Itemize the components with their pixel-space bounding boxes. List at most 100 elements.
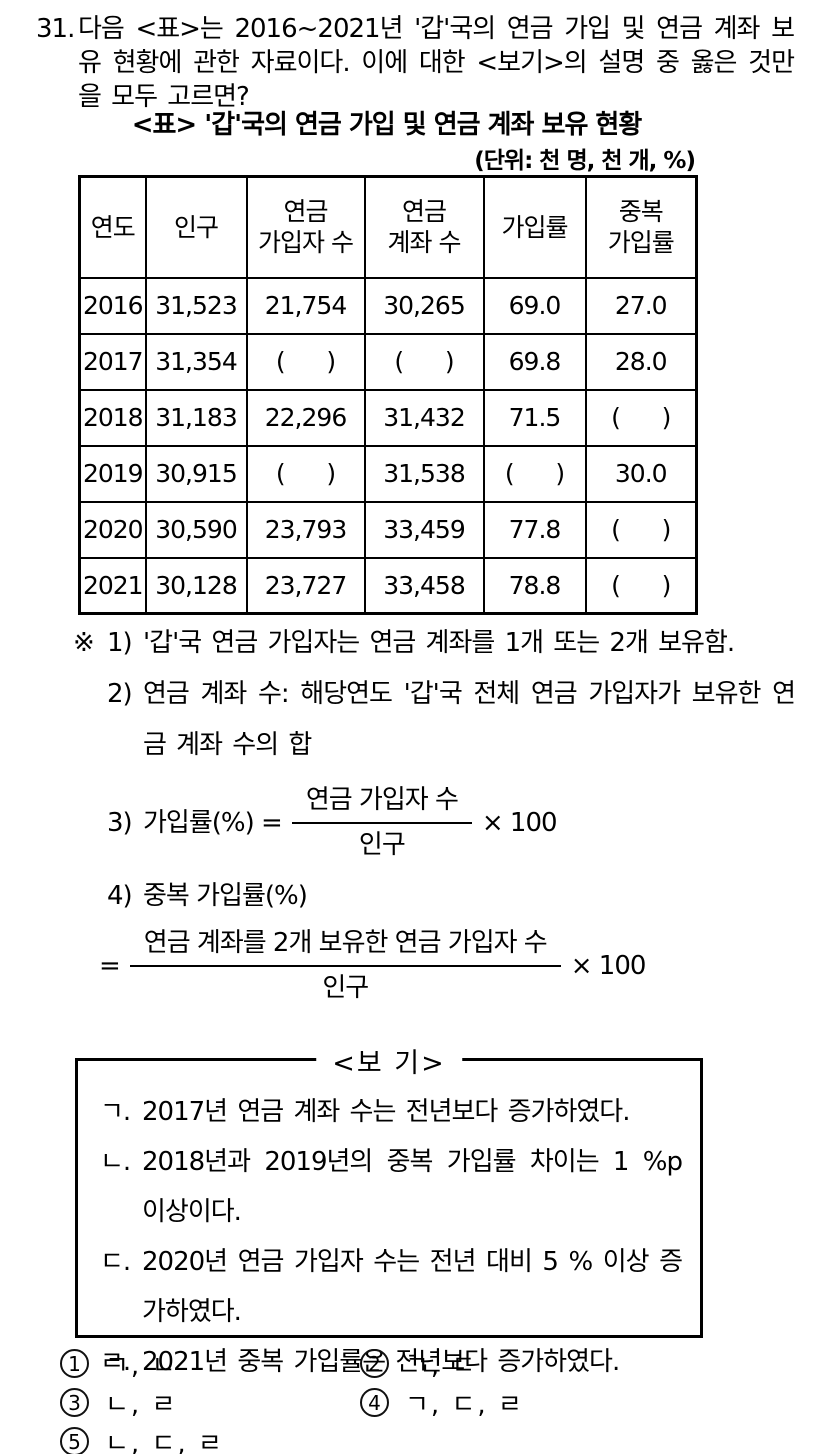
- table-cell: ( ): [584, 388, 698, 447]
- table-cell: 2020: [78, 500, 147, 559]
- footnote-4-label: 4): [107, 881, 133, 911]
- choice-4-circle: 4: [360, 1388, 389, 1417]
- table-cell: 30,915: [144, 444, 248, 503]
- footnote-4: 4) 중복 가입률(%): [73, 871, 795, 922]
- table-cell: 31,538: [363, 444, 485, 503]
- bogi-item-label: ㄷ.: [100, 1247, 131, 1277]
- choice-4-text: ㄱ, ㄷ, ㄹ: [405, 1390, 524, 1420]
- table-row: 2021 30,128 23,727 33,458 78.8 ( ): [78, 556, 698, 615]
- choice-2[interactable]: 2 ㄱ, ㄷ: [360, 1344, 477, 1383]
- choice-5[interactable]: 5 ㄴ, ㄷ, ㄹ: [60, 1422, 360, 1454]
- footnote-1-text: '갑'국 연금 가입자는 연금 계좌를 1개 또는 2개 보유함.: [143, 628, 735, 658]
- choice-3-text: ㄴ, ㄹ: [105, 1390, 178, 1420]
- times-100: × 100: [570, 950, 647, 981]
- bogi-item-d: ㄷ. 2020년 연금 가입자 수는 전년 대비 5 % 이상 증가하였다.: [100, 1237, 683, 1337]
- footnote-2: 2) 연금 계좌 수: 해당연도 '갑'국 전체 연금 가입자가 보유한 연금 …: [73, 669, 796, 771]
- bogi-item-label: ㄱ.: [100, 1097, 131, 1127]
- bogi-item-n: ㄴ. 2018년과 2019년의 중복 가입률 차이는 1 %p 이상이다.: [100, 1137, 683, 1237]
- fraction-numerator: 연금 계좌를 2개 보유한 연금 가입자 수: [143, 928, 548, 958]
- footnotes-block: ※ 1) '갑'국 연금 가입자는 연금 계좌를 1개 또는 2개 보유함. 2…: [73, 618, 796, 1004]
- choice-4[interactable]: 4 ㄱ, ㄷ, ㄹ: [360, 1383, 524, 1422]
- choice-2-text: ㄱ, ㄷ: [405, 1351, 478, 1381]
- bogi-item-g: ㄱ. 2017년 연금 계좌 수는 전년보다 증가하였다.: [100, 1087, 682, 1137]
- fraction: 연금 가입자 수 인구: [291, 785, 472, 861]
- table-cell: 31,523: [144, 276, 248, 335]
- table-header-row: 연도 인구 연금 가입자 수 연금 계좌 수 가입률 중복 가입률: [78, 175, 698, 279]
- table-cell: ( ): [245, 332, 366, 391]
- table-cell: 33,459: [363, 500, 485, 559]
- table-cell: 27.0: [584, 276, 698, 335]
- column-header-year: 연도: [78, 175, 147, 279]
- question-block: 31. 다음 <표>는 2016~2021년 '갑'국의 연금 가입 및 연금 …: [36, 12, 795, 114]
- table-cell: 30.0: [584, 444, 698, 503]
- fraction-denominator: 인구: [291, 822, 472, 861]
- question-number: 31.: [36, 14, 75, 44]
- choice-1[interactable]: 1 ㄱ, ㄴ: [60, 1344, 360, 1383]
- footnote-3-label: 3): [107, 807, 133, 838]
- footnote-2-text: 연금 계좌 수: 해당연도 '갑'국 전체 연금 가입자가 보유한 연금 계좌 …: [143, 679, 796, 760]
- table-row: 2016 31,523 21,754 30,265 69.0 27.0: [78, 276, 698, 335]
- column-header-dup-rate: 중복 가입률: [584, 175, 698, 279]
- choice-1-text: ㄱ, ㄴ: [105, 1351, 178, 1381]
- table-cell: 22,296: [245, 388, 366, 447]
- table-cell: 30,590: [144, 500, 248, 559]
- fraction: 연금 계좌를 2개 보유한 연금 가입자 수 인구: [129, 928, 561, 1004]
- table-cell: 2018: [78, 388, 147, 447]
- table-cell: 69.0: [482, 276, 587, 335]
- column-header-subscribers: 연금 가입자 수: [245, 175, 366, 279]
- bogi-item-text: 2020년 연금 가입자 수는 전년 대비 5 % 이상 증가하였다.: [142, 1247, 683, 1327]
- footnote-1-label: 1): [107, 628, 133, 658]
- bogi-box-title: <보 기>: [316, 1041, 462, 1080]
- table-cell: 30,265: [363, 276, 485, 335]
- table-cell: 71.5: [482, 388, 587, 447]
- table-cell: ( ): [584, 556, 698, 615]
- table-cell: 2016: [78, 276, 147, 335]
- table-cell: 2021: [78, 556, 147, 615]
- table-cell: 69.8: [482, 332, 587, 391]
- column-header-population: 인구: [144, 175, 248, 279]
- table-cell: 28.0: [584, 332, 698, 391]
- table-cell: 77.8: [482, 500, 587, 559]
- table-cell: ( ): [482, 444, 587, 503]
- pension-data-table: 연도 인구 연금 가입자 수 연금 계좌 수 가입률 중복 가입률 2016 3…: [78, 175, 698, 615]
- bogi-item-text: 2017년 연금 계좌 수는 전년보다 증가하였다.: [142, 1097, 630, 1127]
- table-row: 2020 30,590 23,793 33,459 77.8 ( ): [78, 500, 698, 559]
- table-cell: 31,183: [144, 388, 248, 447]
- table-cell: 23,727: [245, 556, 366, 615]
- table-cell: 2019: [78, 444, 147, 503]
- answer-choices: 1 ㄱ, ㄴ 2 ㄱ, ㄷ 3 ㄴ, ㄹ 4 ㄱ, ㄷ, ㄹ 5 ㄴ, ㄷ, ㄹ: [60, 1344, 780, 1454]
- table-cell: ( ): [363, 332, 485, 391]
- question-text: 다음 <표>는 2016~2021년 '갑'국의 연금 가입 및 연금 계좌 보…: [78, 14, 795, 112]
- table-row: 2017 31,354 ( ) ( ) 69.8 28.0: [78, 332, 698, 391]
- footnote-reference-mark: ※: [73, 628, 95, 658]
- bogi-item-label: ㄴ.: [100, 1147, 131, 1177]
- fraction-denominator: 인구: [129, 965, 561, 1004]
- table-cell: ( ): [245, 444, 366, 503]
- column-header-rate: 가입률: [482, 175, 587, 279]
- table-row: 2019 30,915 ( ) 31,538 ( ) 30.0: [78, 444, 698, 503]
- fraction-numerator: 연금 가입자 수: [305, 785, 459, 815]
- equals-sign: =: [99, 950, 121, 981]
- bogi-item-label: ㄹ.: [100, 1347, 131, 1377]
- table-title: <표> '갑'국의 연금 가입 및 연금 계좌 보유 현황: [131, 110, 643, 140]
- table-cell: 21,754: [245, 276, 366, 335]
- table-cell: 23,793: [245, 500, 366, 559]
- table-cell: 31,432: [363, 388, 485, 447]
- footnote-1: ※ 1) '갑'국 연금 가입자는 연금 계좌를 1개 또는 2개 보유함.: [73, 618, 795, 669]
- bogi-box: <보 기> ㄱ. 2017년 연금 계좌 수는 전년보다 증가하였다. ㄴ. 2…: [75, 1041, 703, 1377]
- bogi-items: ㄱ. 2017년 연금 계좌 수는 전년보다 증가하였다. ㄴ. 2018년과 …: [78, 1061, 700, 1387]
- bogi-item-text: 2018년과 2019년의 중복 가입률 차이는 1 %p 이상이다.: [142, 1147, 683, 1227]
- formula-lead: 가입률(%) =: [143, 807, 283, 838]
- table-cell: 2017: [78, 332, 147, 391]
- choice-1-circle: 1: [60, 1349, 89, 1378]
- table-cell: 30,128: [144, 556, 248, 615]
- choice-3[interactable]: 3 ㄴ, ㄹ: [60, 1383, 360, 1422]
- footnote-4-lead: 중복 가입률(%): [143, 881, 308, 911]
- footnote-4-formula: = 연금 계좌를 2개 보유한 연금 가입자 수 인구 × 100: [99, 928, 795, 1004]
- table-row: 2018 31,183 22,296 31,432 71.5 ( ): [78, 388, 698, 447]
- table-unit-label: (단위: 천 명, 천 개, %): [474, 148, 696, 174]
- table-cell: 31,354: [144, 332, 248, 391]
- footnote-3-formula: 3) 가입률(%) = 연금 가입자 수 인구 × 100: [73, 785, 795, 861]
- table-cell: 33,458: [363, 556, 485, 615]
